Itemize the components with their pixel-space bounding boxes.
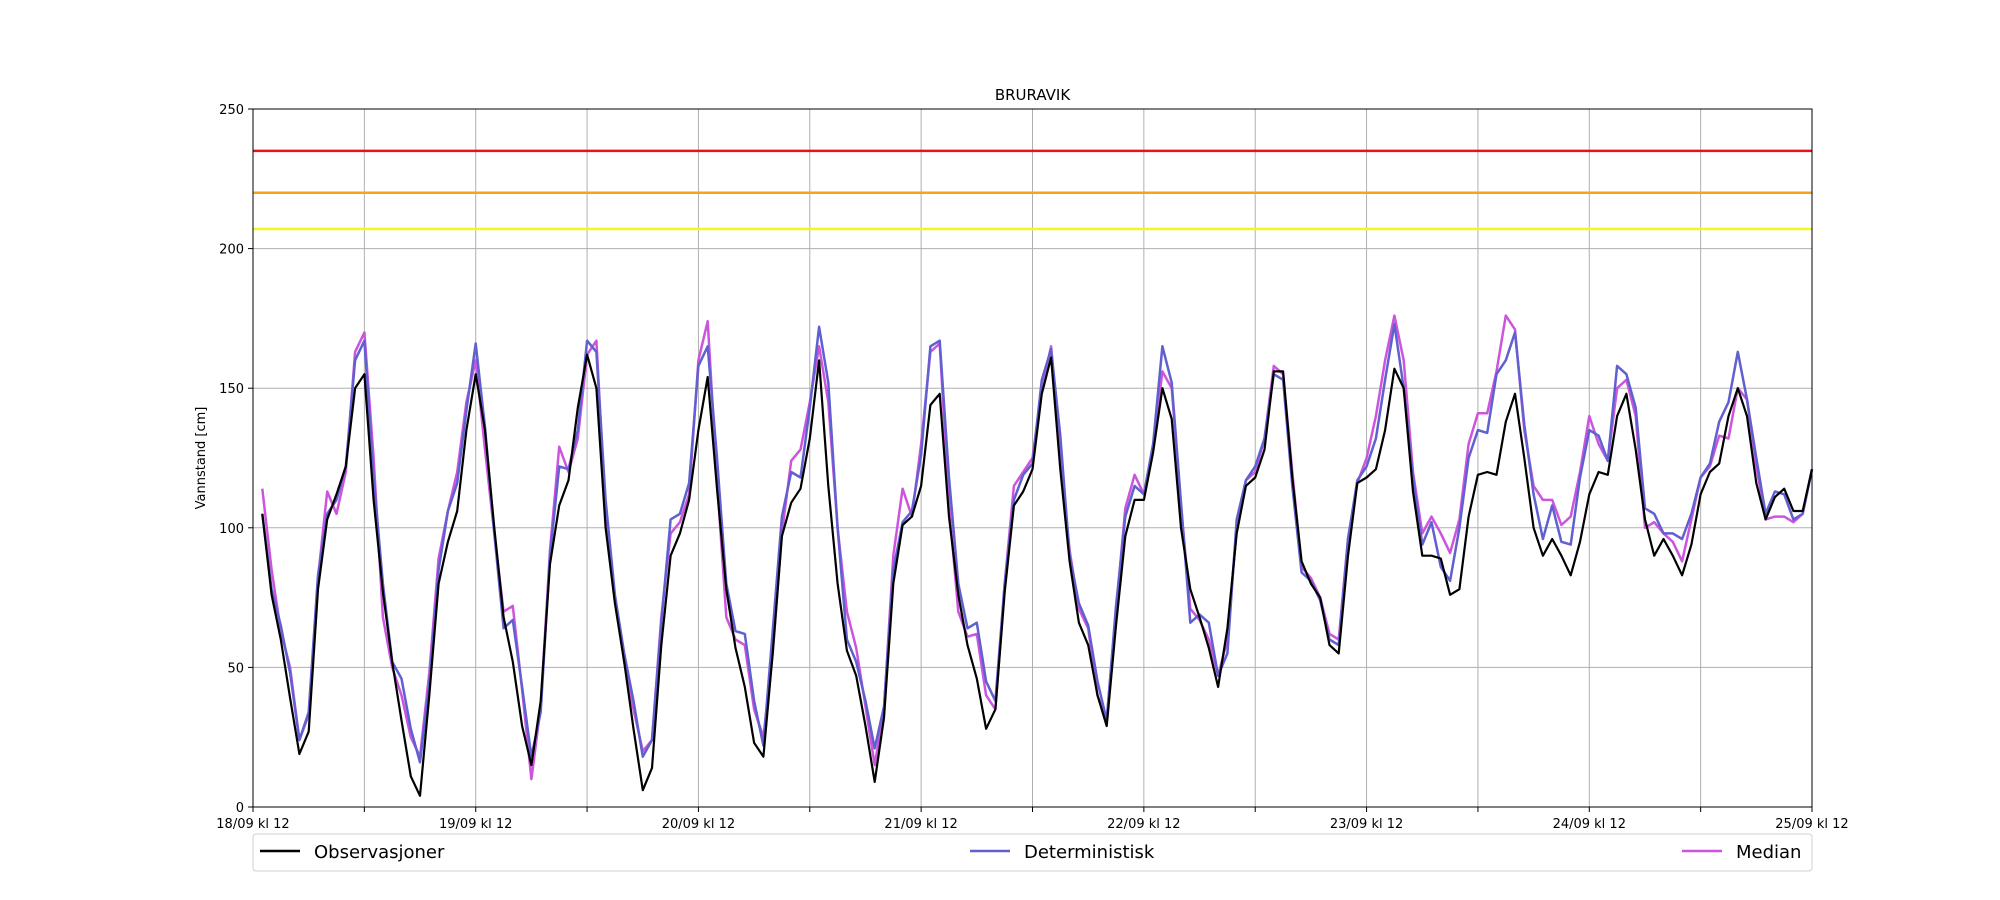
y-tick-label: 250 (219, 103, 244, 118)
x-tick-label: 23/09 kl 12 (1330, 817, 1403, 832)
x-tick-label: 24/09 kl 12 (1553, 817, 1626, 832)
x-tick-label: 22/09 kl 12 (1107, 817, 1180, 832)
y-tick-label: 0 (236, 801, 244, 816)
y-axis-label: Vannstand [cm] (194, 407, 209, 510)
y-tick-label: 100 (219, 522, 244, 537)
y-tick-label: 200 (219, 243, 244, 258)
legend: Observasjoner Deterministisk Median (252, 833, 1813, 872)
grid-layer (252, 108, 1813, 808)
x-tick-label: 20/09 kl 12 (662, 817, 735, 832)
series-layer (261, 314, 1814, 797)
x-tick-label: 25/09 kl 12 (1775, 817, 1848, 832)
legend-label: Observasjoner (314, 842, 445, 863)
x-tick-label: 18/09 kl 12 (216, 817, 289, 832)
series-line-deterministisk (261, 322, 1814, 764)
chart-title: BRURAVIK (995, 86, 1071, 104)
x-tick-label: 21/09 kl 12 (884, 817, 957, 832)
y-axis-ticks: 0 50 100 150 200 250 (219, 103, 253, 816)
legend-box (252, 833, 1813, 872)
series-line-observasjoner (261, 353, 1814, 797)
x-axis-ticks: 18/09 kl 12 19/09 kl 12 20/09 kl 12 21/09 k… (216, 807, 1849, 832)
legend-label: Median (1736, 842, 1801, 863)
y-tick-label: 150 (219, 382, 244, 397)
legend-label: Deterministisk (1024, 842, 1155, 863)
x-tick-label: 19/09 kl 12 (439, 817, 512, 832)
threshold-layer (253, 149, 1812, 231)
y-tick-label: 50 (227, 661, 244, 676)
